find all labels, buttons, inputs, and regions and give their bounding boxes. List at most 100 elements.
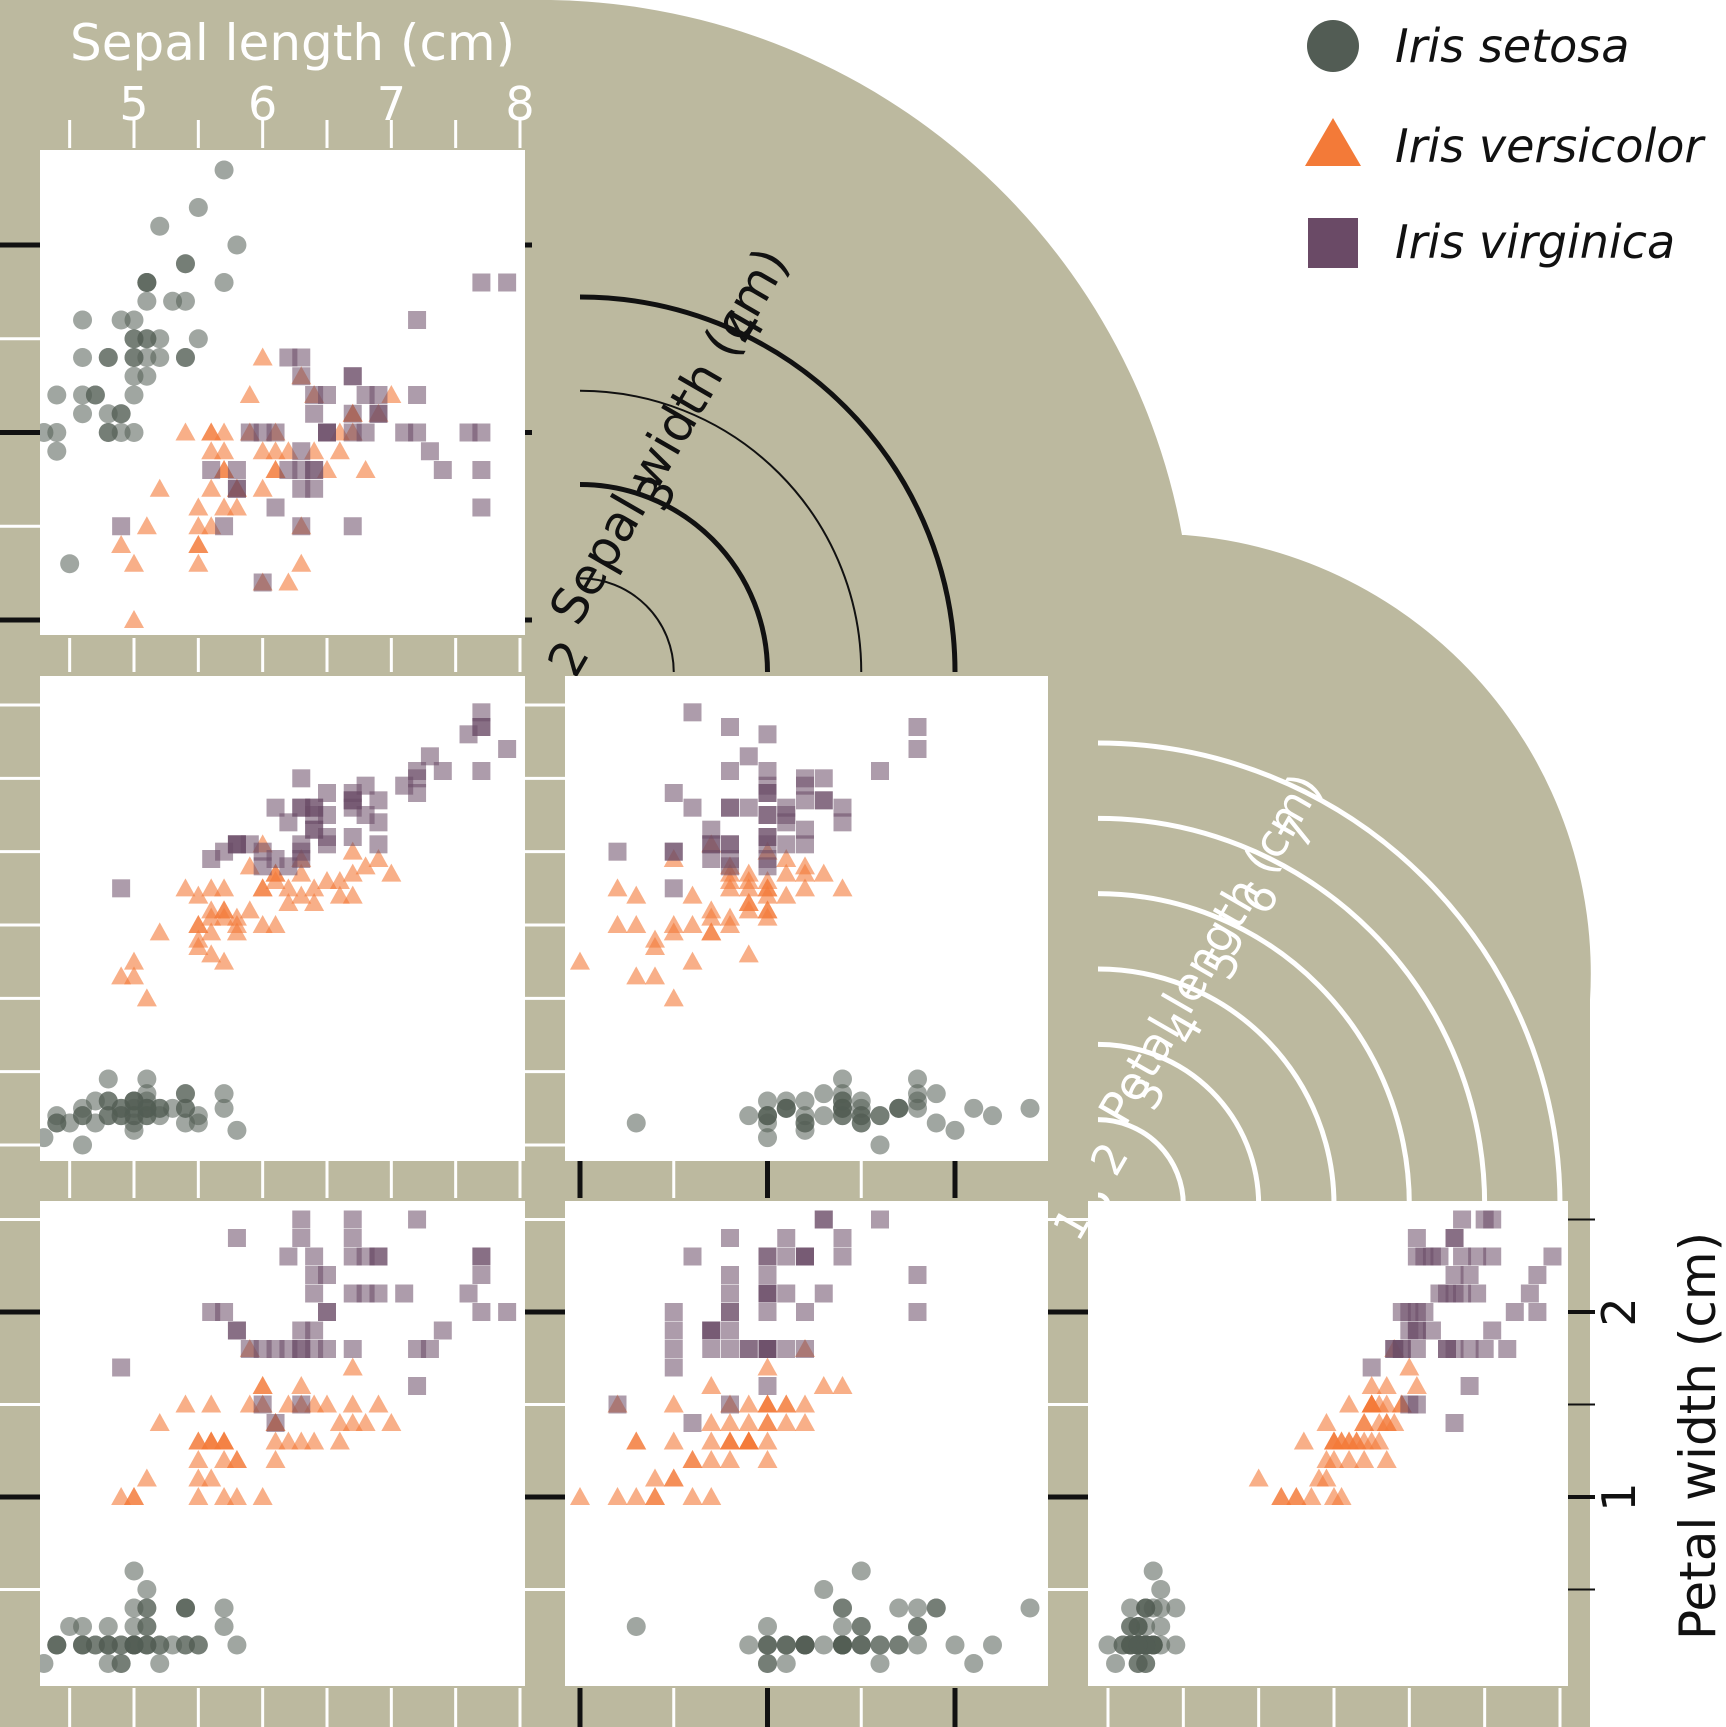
point-versicolor	[757, 1357, 778, 1376]
point-setosa	[73, 348, 93, 367]
point-virginica	[240, 835, 259, 854]
point-versicolor	[368, 849, 389, 867]
point-versicolor	[626, 915, 647, 933]
point-setosa	[47, 423, 67, 442]
point-versicolor	[214, 422, 235, 441]
point-setosa	[214, 1084, 234, 1104]
panel-points	[40, 1210, 517, 1673]
point-setosa	[1143, 1561, 1163, 1581]
point-virginica	[777, 813, 796, 832]
point-versicolor	[201, 900, 222, 919]
legend-virginica-marker	[1308, 218, 1358, 268]
sepal-width-arc-2.5	[579, 577, 675, 673]
point-versicolor	[607, 878, 628, 897]
point-versicolor	[626, 885, 647, 904]
point-virginica	[683, 1247, 702, 1266]
panel-frame	[40, 676, 525, 1161]
point-virginica	[1468, 1247, 1487, 1266]
point-setosa	[124, 423, 144, 442]
point-setosa	[163, 1635, 183, 1655]
point-setosa	[908, 1598, 927, 1618]
point-versicolor	[1369, 1431, 1390, 1450]
point-virginica	[408, 423, 427, 442]
point-setosa	[214, 1598, 234, 1618]
point-setosa	[175, 254, 195, 274]
point-versicolor	[738, 1394, 759, 1413]
point-versicolor	[111, 535, 132, 553]
point-versicolor	[1361, 1394, 1382, 1413]
point-virginica	[1362, 1358, 1381, 1377]
point-virginica	[356, 386, 375, 404]
point-versicolor	[738, 878, 759, 897]
point-virginica	[1445, 1266, 1464, 1284]
point-versicolor	[291, 1431, 312, 1450]
point-setosa	[870, 1654, 890, 1673]
panel-points	[40, 160, 517, 628]
point-versicolor	[265, 871, 286, 889]
point-versicolor	[355, 1413, 376, 1431]
point-versicolor	[214, 907, 235, 926]
point-setosa	[47, 441, 67, 461]
point-setosa	[1128, 1635, 1148, 1655]
point-versicolor	[1361, 1376, 1382, 1394]
point-versicolor	[304, 893, 325, 911]
point-virginica	[253, 573, 272, 592]
point-setosa	[908, 1091, 927, 1111]
point-setosa	[137, 291, 157, 311]
point-setosa	[758, 1635, 777, 1655]
point-virginica	[871, 762, 889, 780]
point-setosa	[795, 1091, 815, 1111]
point-versicolor	[1308, 1468, 1329, 1487]
point-versicolor	[1354, 1413, 1375, 1431]
point-versicolor	[795, 878, 815, 897]
point-setosa	[851, 1091, 871, 1111]
point-virginica	[758, 1247, 777, 1266]
point-versicolor	[1399, 1357, 1420, 1376]
point-setosa	[945, 1120, 965, 1140]
point-versicolor	[124, 553, 144, 572]
point-virginica	[408, 386, 427, 404]
point-setosa	[214, 273, 234, 292]
point-setosa	[758, 1091, 777, 1111]
point-virginica	[796, 1340, 814, 1358]
point-versicolor	[607, 915, 628, 933]
point-virginica	[292, 842, 311, 861]
point-versicolor	[1286, 1487, 1307, 1505]
point-virginica	[608, 1395, 627, 1414]
point-virginica	[796, 835, 814, 854]
point-setosa	[758, 1617, 777, 1636]
point-virginica	[343, 791, 362, 810]
point-versicolor	[757, 900, 778, 919]
point-versicolor	[201, 422, 222, 441]
point-virginica	[1505, 1303, 1524, 1321]
point-versicolor	[329, 871, 350, 889]
point-versicolor	[720, 907, 740, 926]
point-virginica	[1445, 1284, 1464, 1303]
point-virginica	[408, 1377, 427, 1395]
point-versicolor	[304, 1431, 325, 1450]
point-versicolor	[201, 878, 222, 897]
panel-frame	[565, 676, 1048, 1161]
point-versicolor	[738, 944, 759, 963]
point-versicolor	[738, 1413, 759, 1431]
point-versicolor	[226, 915, 247, 933]
point-virginica	[240, 1340, 259, 1358]
point-versicolor	[720, 1431, 740, 1450]
point-setosa	[964, 1654, 984, 1673]
point-versicolor	[1354, 1450, 1375, 1468]
point-virginica	[777, 1247, 796, 1266]
point-setosa	[124, 366, 144, 386]
sepal-length-tick-label: 8	[505, 77, 534, 131]
point-virginica	[758, 1284, 777, 1303]
point-virginica	[702, 1340, 721, 1358]
point-virginica	[369, 791, 388, 810]
legend-setosa-label: Iris setosa	[1395, 19, 1629, 73]
point-setosa	[227, 235, 247, 255]
point-versicolor	[738, 1431, 759, 1450]
point-versicolor	[201, 1468, 222, 1487]
point-versicolor	[291, 885, 312, 904]
point-virginica	[814, 769, 833, 788]
point-versicolor	[355, 856, 376, 875]
panel-sepal-length-vs-petal-width	[40, 1201, 525, 1686]
point-virginica	[472, 1266, 491, 1284]
